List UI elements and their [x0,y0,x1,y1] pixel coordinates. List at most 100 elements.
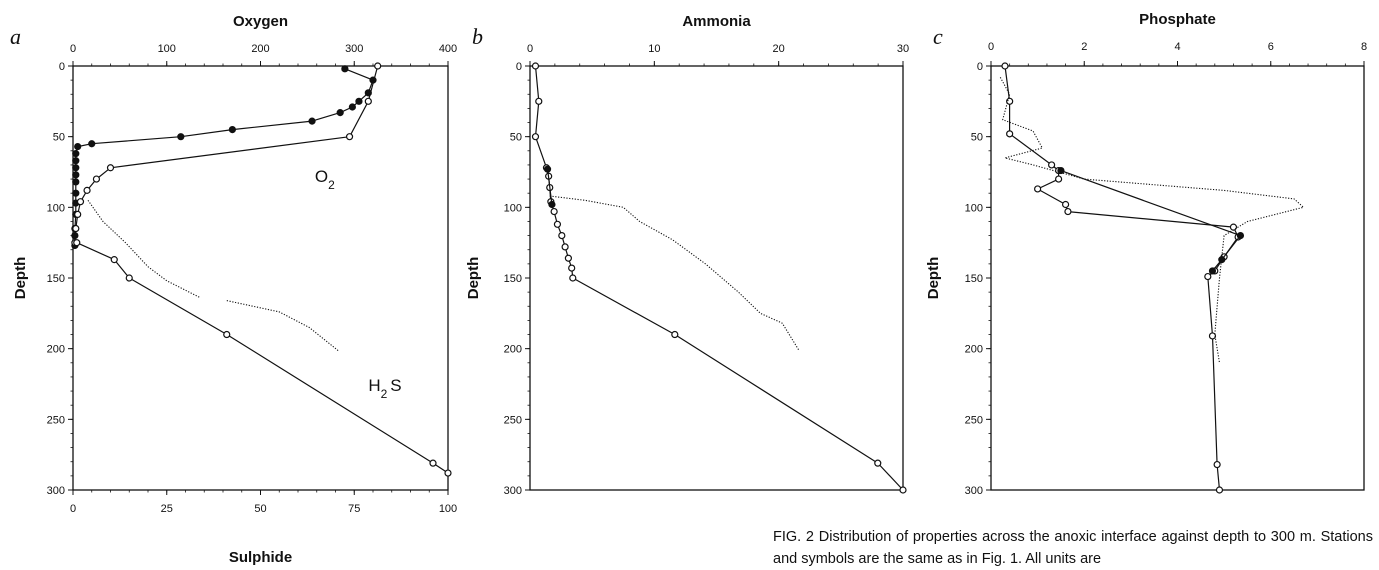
data-point [348,103,356,111]
series-line-2 [74,65,379,243]
y-tick-label: 250 [965,414,983,426]
x-tick-label: 300 [345,43,363,55]
data-point [531,133,540,141]
data-point [76,198,85,206]
data-point [72,157,80,165]
chart-title: Ammonia [682,13,751,30]
x-bottom-tick-label: 0 [70,503,76,515]
data-point [671,330,679,339]
data-point [83,186,91,194]
data-point [1236,232,1245,240]
y-tick-label: 0 [977,61,983,73]
x-tick-label: 6 [1268,41,1274,53]
y-tick-label: 100 [504,202,522,214]
data-point [106,164,115,172]
data-point [341,65,349,73]
data-point [72,150,80,158]
data-point [561,243,569,251]
x-bottom-tick-label: 100 [439,503,457,515]
data-point [531,62,540,70]
data-point [72,189,80,197]
x-tick-label: 20 [773,43,785,55]
data-point [74,142,82,151]
data-point [228,126,236,134]
chart-title: Oxygen [233,13,288,30]
y-tick-label: 0 [59,61,65,73]
x-tick-label: 0 [988,41,994,53]
data-point [535,97,543,105]
data-point [308,117,316,125]
annotation-h2: H2 S [368,376,401,401]
data-point [1048,161,1056,169]
data-point [569,274,577,282]
x-tick-label: 0 [527,43,533,55]
data-point [1208,267,1217,275]
x-bottom-tick-label: 75 [348,503,360,515]
y-tick-label: 250 [47,414,65,426]
data-point [72,171,80,179]
data-point [1055,175,1063,183]
y-tick-label: 200 [47,344,65,356]
y-axis-label: Depth [925,257,942,300]
series-line-3 [549,195,800,351]
data-point [564,254,572,262]
data-point [1064,207,1072,216]
y-axis-label: Depth [465,257,482,300]
chart-title: Phosphate [1139,11,1216,28]
y-tick-label: 250 [504,414,522,426]
data-point [73,239,81,247]
y-tick-label: 50 [510,132,522,144]
data-point [553,220,562,228]
series-line-5 [226,300,340,352]
data-point [72,178,80,186]
data-point [548,200,556,209]
data-point [177,133,185,141]
data-point [74,210,82,218]
y-tick-label: 300 [47,485,65,497]
x-bottom-tick-label: 25 [161,503,173,515]
panel-letter: b [472,24,483,49]
figure-caption: FIG. 2 Distribution of properties across… [773,529,1373,567]
y-tick-label: 300 [504,485,522,497]
series-line-1 [1004,65,1239,491]
y-tick-label: 150 [965,273,983,285]
series-line-1 [534,65,904,491]
x-tick-label: 2 [1081,41,1087,53]
x-tick-label: 100 [158,43,176,55]
data-point [92,175,101,183]
series-line-3 [999,77,1304,363]
series-line-1 [74,68,374,246]
data-point [374,62,382,70]
x-tick-label: 10 [648,43,660,55]
panel-letter: c [933,24,943,49]
y-axis-label: Depth [12,257,29,300]
series-line-4 [87,199,201,299]
data-point [1218,256,1226,264]
series-line-2 [1060,170,1242,272]
x-tick-label: 400 [439,43,457,55]
data-point [1006,97,1014,105]
data-point [125,274,133,282]
data-point [1006,130,1014,138]
data-point [444,469,452,477]
x-tick-label: 0 [70,43,76,55]
data-point [110,256,118,264]
plot-frame [990,65,1365,491]
y-tick-label: 150 [47,273,65,285]
data-point [558,232,566,240]
chart-panel-c: c Phosphate Depth 0 2 4 6 8 0 50 100 150 200 250 300 [925,11,1367,497]
data-point [1057,166,1065,175]
data-point [568,264,576,272]
y-tick-label: 100 [47,202,65,214]
x-bottom-tick-label: 50 [254,503,266,515]
data-point [223,330,231,339]
data-point [429,459,437,467]
y-tick-label: 100 [965,202,983,214]
y-tick-label: 150 [504,273,522,285]
x-tick-label: 200 [251,43,269,55]
plot-frame [529,65,904,491]
data-point [550,207,558,216]
data-point [364,97,372,105]
